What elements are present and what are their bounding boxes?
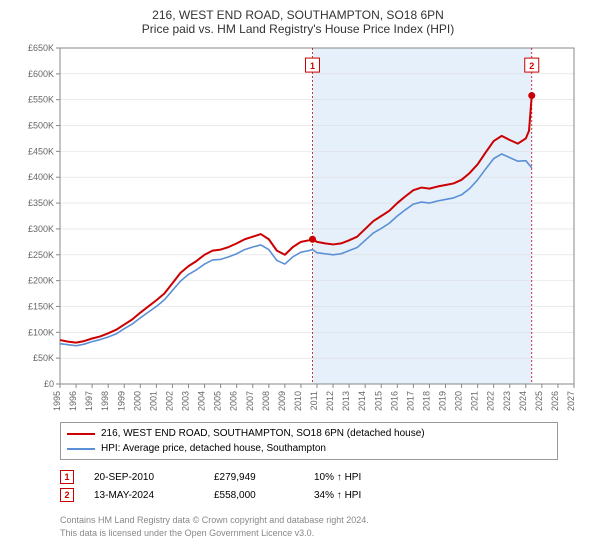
- svg-text:2027: 2027: [566, 391, 576, 411]
- svg-text:2020: 2020: [454, 391, 464, 411]
- svg-text:£400K: £400K: [28, 172, 54, 182]
- svg-text:2017: 2017: [405, 391, 415, 411]
- svg-text:2022: 2022: [486, 391, 496, 411]
- svg-text:2014: 2014: [357, 391, 367, 411]
- svg-text:£250K: £250K: [28, 250, 54, 260]
- svg-text:2007: 2007: [245, 391, 255, 411]
- event-pct: 10% ↑ HPI: [314, 472, 404, 483]
- svg-text:£450K: £450K: [28, 146, 54, 156]
- footer-line: This data is licensed under the Open Gov…: [60, 527, 558, 540]
- svg-text:1997: 1997: [84, 391, 94, 411]
- svg-text:1998: 1998: [100, 391, 110, 411]
- svg-text:£300K: £300K: [28, 224, 54, 234]
- event-marker: 1: [60, 470, 74, 484]
- svg-text:1996: 1996: [68, 391, 78, 411]
- svg-text:£50K: £50K: [33, 353, 54, 363]
- svg-text:2000: 2000: [132, 391, 142, 411]
- legend-row: 216, WEST END ROAD, SOUTHAMPTON, SO18 6P…: [67, 426, 551, 441]
- svg-text:2026: 2026: [550, 391, 560, 411]
- svg-text:2: 2: [529, 61, 534, 71]
- price-chart: £0 £50K £100K £150K £200K £250K £300K £350K £400…: [8, 42, 584, 414]
- legend-row: HPI: Average price, detached house, Sout…: [67, 441, 551, 456]
- svg-text:2016: 2016: [389, 391, 399, 411]
- legend-label: HPI: Average price, detached house, Sout…: [101, 441, 326, 456]
- event-pct: 34% ↑ HPI: [314, 490, 404, 501]
- footer-attribution: Contains HM Land Registry data © Crown c…: [60, 514, 558, 539]
- svg-text:2001: 2001: [148, 391, 158, 411]
- event-price: £558,000: [214, 490, 294, 501]
- svg-text:2004: 2004: [197, 391, 207, 411]
- page-title: 216, WEST END ROAD, SOUTHAMPTON, SO18 6P…: [8, 8, 588, 22]
- svg-text:1999: 1999: [116, 391, 126, 411]
- svg-text:2024: 2024: [518, 391, 528, 411]
- svg-text:£500K: £500K: [28, 121, 54, 131]
- svg-text:2002: 2002: [164, 391, 174, 411]
- svg-text:2005: 2005: [213, 391, 223, 411]
- event-price: £279,949: [214, 472, 294, 483]
- event-marker: 2: [60, 488, 74, 502]
- svg-text:2023: 2023: [502, 391, 512, 411]
- svg-text:2003: 2003: [181, 391, 191, 411]
- svg-text:2021: 2021: [470, 391, 480, 411]
- event-list: 1 20-SEP-2010 £279,949 10% ↑ HPI 2 13-MAY-202…: [60, 468, 558, 504]
- legend: 216, WEST END ROAD, SOUTHAMPTON, SO18 6P…: [60, 422, 558, 460]
- svg-text:£100K: £100K: [28, 327, 54, 337]
- svg-text:£350K: £350K: [28, 198, 54, 208]
- event-row: 1 20-SEP-2010 £279,949 10% ↑ HPI: [60, 468, 558, 486]
- svg-text:£200K: £200K: [28, 276, 54, 286]
- svg-text:2019: 2019: [438, 391, 448, 411]
- svg-text:2013: 2013: [341, 391, 351, 411]
- svg-text:2025: 2025: [534, 391, 544, 411]
- event-date: 13-MAY-2024: [94, 490, 194, 501]
- svg-text:2015: 2015: [373, 391, 383, 411]
- legend-swatch: [67, 433, 95, 435]
- svg-text:2010: 2010: [293, 391, 303, 411]
- svg-text:£0: £0: [44, 379, 54, 389]
- svg-text:1995: 1995: [52, 391, 62, 411]
- svg-text:£650K: £650K: [28, 43, 54, 53]
- svg-text:2008: 2008: [261, 391, 271, 411]
- svg-text:2011: 2011: [309, 391, 319, 410]
- svg-text:£150K: £150K: [28, 301, 54, 311]
- legend-label: 216, WEST END ROAD, SOUTHAMPTON, SO18 6P…: [101, 426, 425, 441]
- svg-text:2018: 2018: [421, 391, 431, 411]
- svg-text:2012: 2012: [325, 391, 335, 411]
- svg-text:2006: 2006: [229, 391, 239, 411]
- event-row: 2 13-MAY-2024 £558,000 34% ↑ HPI: [60, 486, 558, 504]
- svg-text:2009: 2009: [277, 391, 287, 411]
- svg-text:1: 1: [310, 61, 315, 71]
- legend-swatch: [67, 448, 95, 450]
- svg-text:£600K: £600K: [28, 69, 54, 79]
- footer-line: Contains HM Land Registry data © Crown c…: [60, 514, 558, 527]
- event-date: 20-SEP-2010: [94, 472, 194, 483]
- page-subtitle: Price paid vs. HM Land Registry's House …: [8, 22, 588, 36]
- svg-text:£550K: £550K: [28, 95, 54, 105]
